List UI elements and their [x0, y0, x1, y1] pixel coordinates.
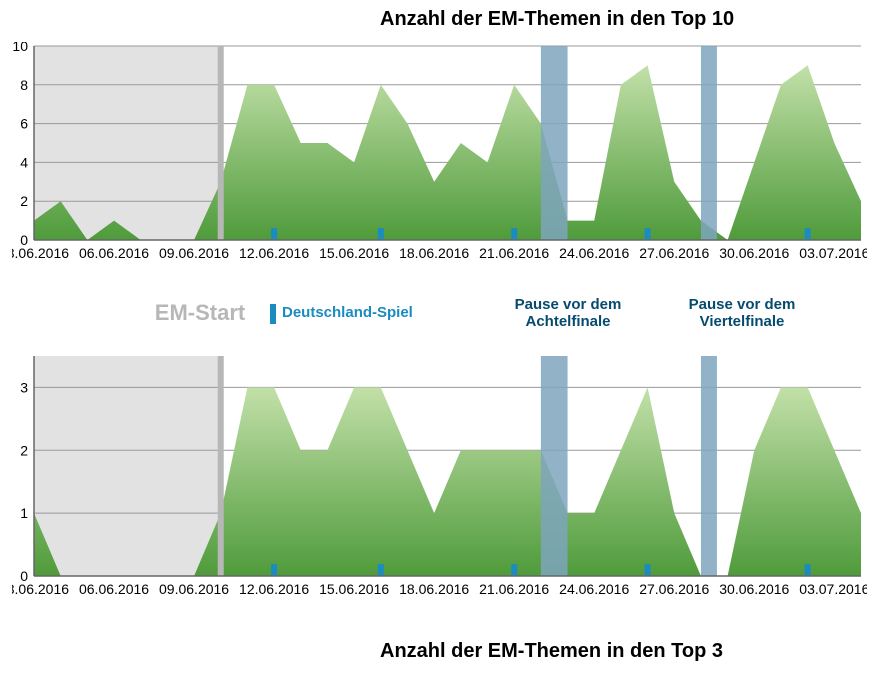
legend-achtelfinale: Pause vor demAchtelfinale — [498, 296, 638, 331]
legend-em-start: EM-Start — [140, 300, 260, 326]
svg-text:03.06.2016: 03.06.2016 — [12, 581, 69, 597]
svg-text:30.06.2016: 30.06.2016 — [719, 581, 789, 597]
svg-text:21.06.2016: 21.06.2016 — [479, 245, 549, 261]
chart-title-top: Anzahl der EM-Themen in den Top 10 — [380, 8, 734, 31]
svg-text:1: 1 — [20, 505, 28, 521]
svg-text:24.06.2016: 24.06.2016 — [559, 581, 629, 597]
svg-text:09.06.2016: 09.06.2016 — [159, 245, 229, 261]
chart-title-bottom: Anzahl der EM-Themen in den Top 3 — [380, 640, 723, 663]
svg-text:09.06.2016: 09.06.2016 — [159, 581, 229, 597]
svg-text:3: 3 — [20, 379, 28, 395]
svg-text:03.07.2016: 03.07.2016 — [799, 581, 867, 597]
svg-text:06.06.2016: 06.06.2016 — [79, 245, 149, 261]
svg-text:12.06.2016: 12.06.2016 — [239, 245, 309, 261]
svg-text:03.07.2016: 03.07.2016 — [799, 245, 867, 261]
svg-text:24.06.2016: 24.06.2016 — [559, 245, 629, 261]
svg-text:2: 2 — [20, 442, 28, 458]
legend-germany-game: Deutschland-Spiel — [282, 304, 442, 321]
svg-text:21.06.2016: 21.06.2016 — [479, 581, 549, 597]
svg-text:27.06.2016: 27.06.2016 — [639, 581, 709, 597]
svg-text:8: 8 — [20, 77, 28, 93]
svg-text:06.06.2016: 06.06.2016 — [79, 581, 149, 597]
svg-text:4: 4 — [20, 154, 28, 170]
svg-text:6: 6 — [20, 116, 28, 132]
legend-band: EM-Start Deutschland-Spiel Pause vor dem… — [0, 294, 879, 338]
legend-viertelfinale: Pause vor demViertelfinale — [672, 296, 812, 331]
svg-text:18.06.2016: 18.06.2016 — [399, 245, 469, 261]
figure-root: Anzahl der EM-Themen in den Top 10 02468… — [0, 0, 879, 686]
chart-top-3: 012303.06.201606.06.201609.06.201612.06.… — [12, 352, 867, 630]
svg-text:12.06.2016: 12.06.2016 — [239, 581, 309, 597]
svg-text:30.06.2016: 30.06.2016 — [719, 245, 789, 261]
svg-text:15.06.2016: 15.06.2016 — [319, 245, 389, 261]
legend-germany-mark — [270, 304, 276, 324]
svg-text:18.06.2016: 18.06.2016 — [399, 581, 469, 597]
svg-text:27.06.2016: 27.06.2016 — [639, 245, 709, 261]
chart-top-10: 024681003.06.201606.06.201609.06.201612.… — [12, 42, 867, 294]
svg-text:15.06.2016: 15.06.2016 — [319, 581, 389, 597]
svg-text:03.06.2016: 03.06.2016 — [12, 245, 69, 261]
svg-text:2: 2 — [20, 193, 28, 209]
svg-text:10: 10 — [12, 42, 28, 54]
